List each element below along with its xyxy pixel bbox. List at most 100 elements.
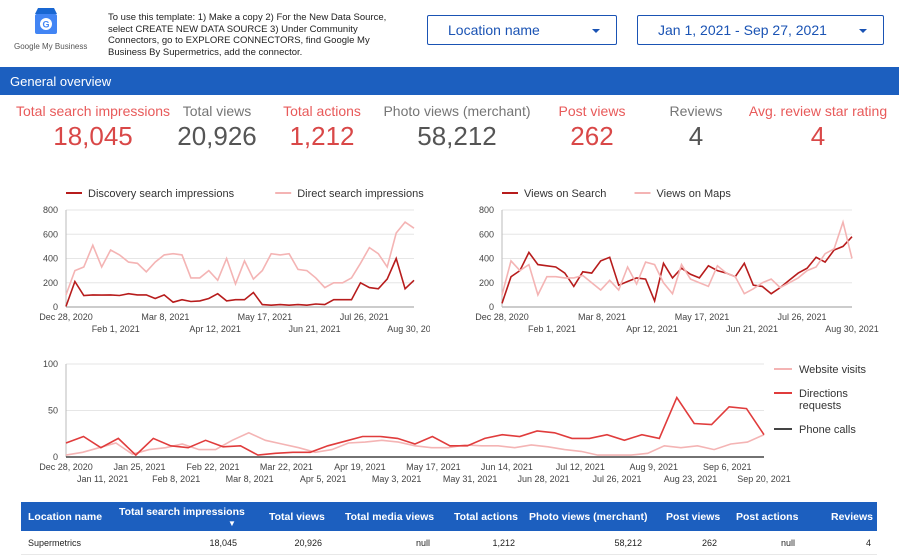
sort-desc-icon[interactable]: ▼ — [228, 519, 236, 528]
kpi-label: Avg. review star rating — [748, 103, 888, 119]
x-tick-label: Jul 26, 2021 — [340, 312, 389, 322]
legend-label: Directions — [799, 388, 848, 400]
y-tick-label: 100 — [43, 359, 58, 369]
y-tick-label: 800 — [43, 205, 58, 215]
x-tick-label: Apr 5, 2021 — [300, 474, 347, 484]
section-title: General overview — [10, 74, 112, 89]
kpi-reviews: Reviews 4 — [654, 103, 738, 152]
x-tick-label: Sep 20, 2021 — [737, 474, 791, 484]
table-cell: 4 — [865, 538, 871, 548]
column-header[interactable]: Total views — [269, 511, 325, 523]
x-tick-label: Dec 28, 2020 — [475, 312, 529, 322]
x-tick-label: Apr 12, 2021 — [626, 324, 678, 334]
legend-label: Views on Maps — [657, 188, 732, 200]
x-tick-label: May 17, 2021 — [675, 312, 730, 322]
location-dropdown-label: Location name — [448, 22, 540, 38]
storefront-icon: G — [31, 6, 61, 36]
kpi-value: 20,926 — [177, 121, 257, 151]
series-line — [65, 256, 415, 307]
kpi-value: 262 — [570, 121, 614, 151]
x-tick-label: Dec 28, 2020 — [39, 462, 93, 472]
x-tick-label: May 17, 2021 — [406, 462, 461, 472]
table-row: Supermetrics 18,045 20,926 null 1,212 58… — [21, 531, 877, 555]
series-line — [65, 221, 415, 296]
column-header[interactable]: Total media views — [345, 511, 435, 523]
x-tick-label: Aug 9, 2021 — [630, 462, 679, 472]
legend-label: Website visits — [799, 364, 867, 376]
kpi-value: 1,212 — [289, 121, 355, 151]
x-tick-label: Aug 23, 2021 — [664, 474, 718, 484]
kpi-label: Total views — [182, 103, 252, 119]
table-cell: 1,212 — [492, 538, 515, 548]
legend-label: requests — [799, 400, 842, 412]
kpi-label: Photo views (merchant) — [383, 103, 531, 119]
column-header[interactable]: Location name — [28, 511, 103, 523]
series-line — [65, 395, 765, 457]
chevron-down-icon — [859, 29, 867, 33]
date-range-dropdown[interactable]: Jan 1, 2021 - Sep 27, 2021 — [637, 15, 884, 45]
x-tick-label: May 17, 2021 — [238, 312, 293, 322]
kpi-total-actions: Total actions 1,212 — [272, 103, 372, 152]
table-cell: null — [780, 538, 795, 548]
column-header[interactable]: Total actions — [454, 511, 518, 523]
y-tick-label: 200 — [43, 278, 58, 288]
x-tick-label: Aug 30, 2021 — [387, 324, 430, 334]
x-tick-label: Mar 22, 2021 — [260, 462, 313, 472]
y-tick-label: 400 — [479, 254, 494, 264]
google-my-business-logo: G Google My Business — [14, 6, 88, 64]
x-tick-label: Jul 12, 2021 — [556, 462, 605, 472]
kpi-label: Total actions — [283, 103, 361, 119]
kpi-total-search-impressions: Total search impressions 18,045 — [16, 103, 170, 152]
x-tick-label: Aug 30, 2021 — [825, 324, 879, 334]
y-tick-label: 0 — [53, 302, 58, 312]
y-tick-label: 0 — [53, 452, 58, 462]
y-tick-label: 800 — [479, 205, 494, 215]
x-tick-label: Apr 12, 2021 — [189, 324, 241, 334]
legend-label: Discovery search impressions — [88, 188, 235, 200]
x-tick-label: Jun 21, 2021 — [289, 324, 341, 334]
svg-text:G: G — [42, 20, 49, 30]
table-cell: 58,212 — [614, 538, 642, 548]
kpi-avg-review-rating: Avg. review star rating 4 — [748, 103, 888, 152]
x-tick-label: Mar 8, 2021 — [578, 312, 626, 322]
y-tick-label: 600 — [479, 229, 494, 239]
location-dropdown[interactable]: Location name — [427, 15, 617, 45]
logo-text: Google My Business — [14, 42, 88, 51]
table-cell: Supermetrics — [28, 538, 82, 548]
x-tick-label: Jun 21, 2021 — [726, 324, 778, 334]
legend-label: Phone calls — [799, 424, 856, 436]
column-header[interactable]: Post actions — [736, 511, 799, 523]
x-tick-label: Apr 19, 2021 — [334, 462, 386, 472]
x-tick-label: Mar 8, 2021 — [141, 312, 189, 322]
legend-label: Views on Search — [524, 188, 606, 200]
y-tick-label: 400 — [43, 254, 58, 264]
kpi-value: 4 — [810, 121, 826, 151]
x-tick-label: May 3, 2021 — [372, 474, 422, 484]
x-tick-label: Mar 8, 2021 — [226, 474, 274, 484]
date-range-label: Jan 1, 2021 - Sep 27, 2021 — [658, 22, 827, 38]
series-line — [65, 431, 765, 456]
table-cell: 20,926 — [294, 538, 322, 548]
locations-table: Location name Total search impressions ▼… — [21, 502, 877, 555]
section-header: General overview — [0, 67, 899, 95]
x-tick-label: Feb 1, 2021 — [528, 324, 576, 334]
column-header[interactable]: Total search impressions — [119, 506, 245, 518]
kpi-photo-views: Photo views (merchant) 58,212 — [382, 103, 532, 152]
x-tick-label: Dec 28, 2020 — [39, 312, 93, 322]
x-tick-label: Feb 1, 2021 — [92, 324, 140, 334]
column-header[interactable]: Post views — [666, 511, 721, 523]
x-tick-label: Feb 8, 2021 — [152, 474, 200, 484]
kpi-post-views: Post views 262 — [546, 103, 638, 152]
table-cell: 18,045 — [209, 538, 237, 548]
x-tick-label: May 31, 2021 — [443, 474, 498, 484]
y-tick-label: 50 — [48, 406, 58, 416]
column-header[interactable]: Reviews — [831, 511, 874, 523]
column-header[interactable]: Photo views (merchant) — [529, 511, 648, 523]
kpi-value: 18,045 — [53, 121, 133, 151]
table-cell: 262 — [701, 538, 717, 548]
x-tick-label: Jan 11, 2021 — [77, 474, 128, 484]
x-tick-label: Jun 28, 2021 — [518, 474, 570, 484]
